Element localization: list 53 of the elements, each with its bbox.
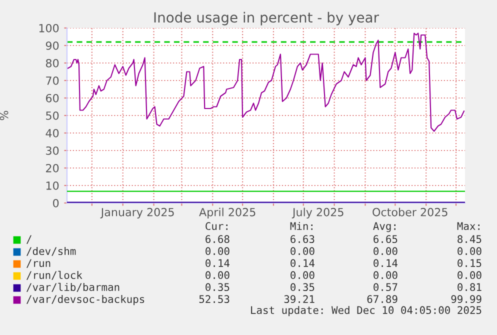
x-tick-label: January 2025 xyxy=(100,208,174,218)
text: 0.00 xyxy=(458,271,482,280)
text: 0.81 xyxy=(458,283,482,292)
y-tick-label: 70 xyxy=(46,76,59,85)
y-tick-label: 0 xyxy=(53,198,59,208)
text: 0.35 xyxy=(290,283,314,292)
text: 6.65 xyxy=(374,235,398,244)
text: 0.00 xyxy=(374,247,398,256)
text: 0.14 xyxy=(206,259,230,268)
legend-label: /dev/shm xyxy=(26,246,76,256)
text: 6.63 xyxy=(290,235,314,244)
chart-title: Inode usage in percent - by year xyxy=(154,12,380,26)
legend-label: /run xyxy=(26,259,50,268)
x-tick-label: July 2025 xyxy=(292,208,344,218)
text: Cur: xyxy=(206,222,228,230)
y-tick-label: 10 xyxy=(46,181,59,190)
text: 39.21 xyxy=(284,295,314,304)
text: Avg: xyxy=(373,222,396,232)
y-axis-title: % xyxy=(0,110,8,120)
text: 52.53 xyxy=(199,295,230,304)
x-tick-label: October 2025 xyxy=(372,208,448,216)
legend-label: /run/lock xyxy=(26,270,82,280)
legend-label: /var/devsoc-backups xyxy=(26,294,144,306)
text: 0.00 xyxy=(458,247,482,256)
text: Min: xyxy=(290,222,312,230)
legend-label: /var/lib/barman xyxy=(26,282,120,292)
line-series xyxy=(67,32,465,132)
text: 0.14 xyxy=(374,259,398,268)
y-tick-label: 40 xyxy=(46,128,59,138)
text: 8.45 xyxy=(458,235,482,244)
y-tick-label: 80 xyxy=(46,58,59,68)
y-tick-label: 90 xyxy=(46,41,59,50)
y-tick-label: 20 xyxy=(46,164,59,172)
text: Max: xyxy=(457,222,480,230)
text: 0.14 xyxy=(290,259,315,268)
text: Last update: Wed Dec 10 04:05:00 2025 xyxy=(251,306,482,316)
text: 99.99 xyxy=(451,295,482,304)
legend-label: / xyxy=(26,235,32,244)
text: 0.00 xyxy=(206,247,230,256)
y-tick-label: 50 xyxy=(46,111,59,120)
text: 0.35 xyxy=(206,283,230,292)
y-tick-label: 30 xyxy=(46,146,59,155)
text: 0.00 xyxy=(374,271,398,280)
x-tick-label: April 2025 xyxy=(199,208,256,218)
text: 67.89 xyxy=(367,295,398,304)
text: 0.15 xyxy=(458,259,482,268)
y-tick-label: 100 xyxy=(39,24,59,32)
text: 6.68 xyxy=(206,235,230,244)
text: 0.00 xyxy=(290,247,314,256)
text: 0.57 xyxy=(374,283,398,292)
text: 0.00 xyxy=(206,271,230,280)
text: 0.00 xyxy=(290,271,314,280)
y-tick-label: 60 xyxy=(46,94,59,102)
